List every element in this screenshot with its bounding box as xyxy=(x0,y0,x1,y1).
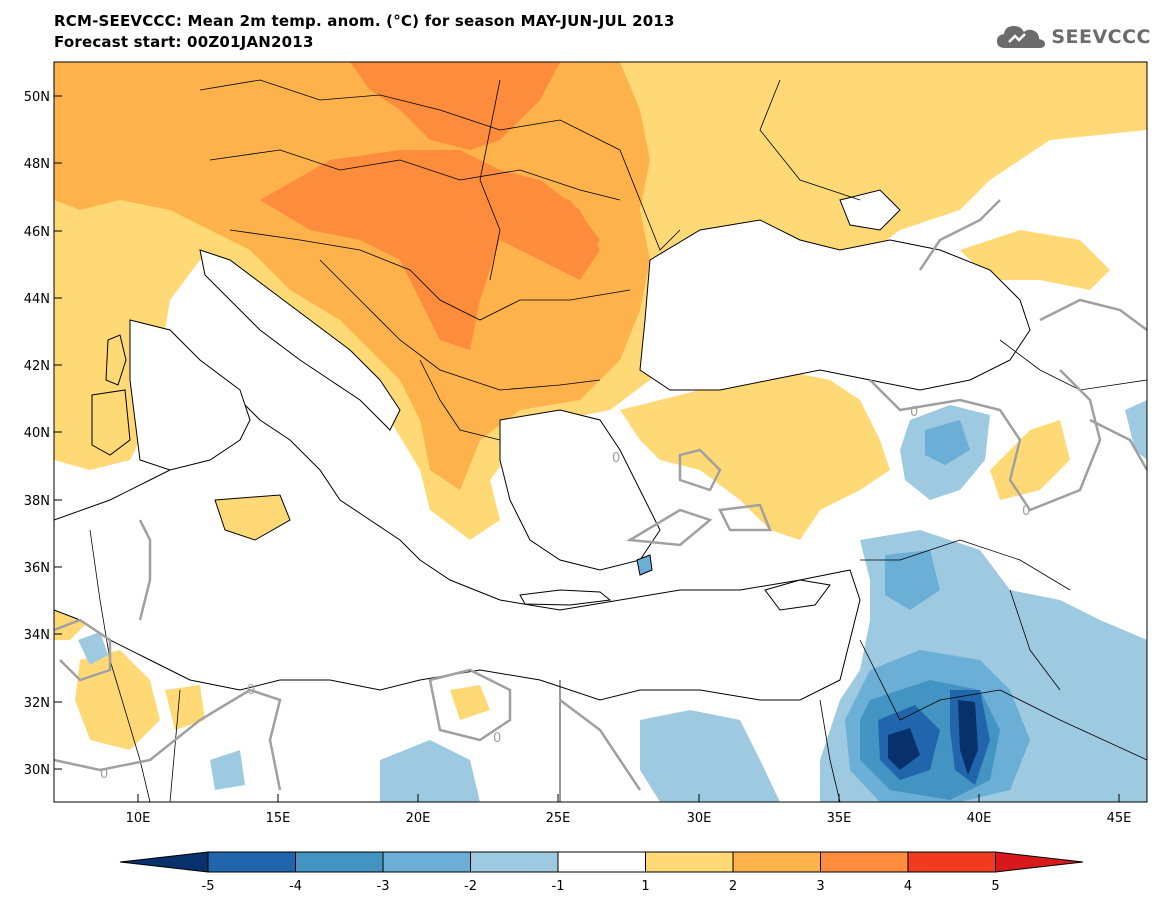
lat-label-50n: 50N xyxy=(24,90,50,105)
lat-label-48n: 48N xyxy=(24,157,50,172)
sea-mediterranean xyxy=(54,399,861,701)
anomaly-region-1-2C-caucasus xyxy=(960,230,1110,290)
lon-label-45e: 45E xyxy=(1107,811,1132,826)
colorbar: -5 -4 -3 -2 -1 1 2 3 4 5 xyxy=(119,851,1084,894)
sea-tyrrhenian xyxy=(129,319,251,471)
contour-label: 0 xyxy=(910,405,918,420)
anomaly-region-minus1-2C-caucasus xyxy=(1125,400,1147,460)
colorbar-label: -1 xyxy=(552,879,565,894)
lon-label-40e: 40E xyxy=(967,811,992,826)
lat-axis: 50N 48N 46N 44N 42N 40N 38N 36N 34N 32N … xyxy=(24,90,62,778)
seevccc-logo: SEEVCCC xyxy=(995,22,1151,52)
colorbar-arrow-right xyxy=(995,852,1083,872)
anomaly-region-minus5C-east xyxy=(958,700,978,775)
lon-label-35e: 35E xyxy=(827,811,852,826)
anomaly-region-minus2-3C-syria xyxy=(885,550,940,610)
colorbar-segment xyxy=(470,852,558,872)
island-sicily xyxy=(214,494,291,541)
lon-label-20e: 20E xyxy=(406,811,431,826)
island-sardinia xyxy=(91,389,131,456)
contour-label: 0 xyxy=(612,451,620,466)
contour-label: 0 xyxy=(493,731,501,746)
contour-label: 0 xyxy=(1022,504,1030,519)
anomaly-region-2-3C xyxy=(54,62,650,490)
island-cyprus xyxy=(764,579,831,611)
colorbar-segment xyxy=(820,852,908,872)
anomaly-region-minus1-2C-libya xyxy=(380,740,480,802)
lon-label-15e: 15E xyxy=(266,811,291,826)
sea-adriatic xyxy=(199,249,401,431)
anomaly-region-1-2C-anatolia xyxy=(620,370,890,540)
map-title: RCM-SEEVCCC: Mean 2m temp. anom. (°C) fo… xyxy=(54,12,675,30)
colorbar-label: 4 xyxy=(904,879,912,894)
contour-label: 0 xyxy=(100,767,108,782)
colorbar-segment xyxy=(645,852,733,872)
anomaly-region-3-4C-north xyxy=(350,62,560,150)
island-corsica xyxy=(105,334,127,386)
colorbar-segment xyxy=(208,852,296,872)
colorbar-segment xyxy=(383,852,471,872)
colorbar-segment xyxy=(558,852,646,872)
island-crete xyxy=(519,589,612,606)
zero-contours xyxy=(54,199,1147,791)
lat-label-42n: 42N xyxy=(24,359,50,374)
lat-label-30n: 30N xyxy=(24,763,50,778)
lon-label-25e: 25E xyxy=(546,811,571,826)
contour-label: 0 xyxy=(247,683,255,698)
colorbar-label: 3 xyxy=(816,879,824,894)
lon-label-30e: 30E xyxy=(687,811,712,826)
colorbar-segment xyxy=(733,852,821,872)
lat-label-36n: 36N xyxy=(24,561,50,576)
sea-azov xyxy=(839,189,901,231)
anomaly-region-minus5C-west xyxy=(888,728,920,770)
lat-label-32n: 32N xyxy=(24,696,50,711)
cloud-icon xyxy=(997,26,1046,48)
anomaly-region-1-2C-cyrenaica xyxy=(450,685,490,720)
colorbar-label: -3 xyxy=(377,879,390,894)
lon-axis: 10E 15E 20E 25E 30E 35E 40E 45E xyxy=(126,794,1132,826)
colorbar-label: -4 xyxy=(289,879,302,894)
colorbar-label: 2 xyxy=(729,879,737,894)
logo-text: SEEVCCC xyxy=(1051,26,1151,48)
colorbar-label: -2 xyxy=(464,879,477,894)
lon-label-10e: 10E xyxy=(126,811,151,826)
colorbar-arrow-left xyxy=(120,852,208,872)
lat-label-40n: 40N xyxy=(24,426,50,441)
lat-label-38n: 38N xyxy=(24,494,50,509)
anomaly-region-minus1-2C-egypt xyxy=(640,710,780,802)
lat-label-44n: 44N xyxy=(24,292,50,307)
colorbar-label: 1 xyxy=(641,879,649,894)
country-borders xyxy=(89,79,1147,802)
anomaly-region-minus2-3C-anatolia xyxy=(925,420,970,465)
colorbar-segment xyxy=(295,852,383,872)
lat-label-34n: 34N xyxy=(24,628,50,643)
anomaly-region-3-4C-pannonia xyxy=(260,150,600,350)
anomaly-region-minus1-2C-algeria xyxy=(78,632,108,665)
colorbar-label: 5 xyxy=(991,879,999,894)
anomaly-region-1-2C-libya xyxy=(165,685,205,730)
lat-label-46n: 46N xyxy=(24,225,50,240)
colorbar-label: -5 xyxy=(202,879,215,894)
forecast-start-label: Forecast start: 00Z01JAN2013 xyxy=(54,33,314,51)
anomaly-field: 0 0 0 0 0 0 xyxy=(54,62,1147,802)
sea-black-sea xyxy=(639,219,1031,391)
anomaly-region-3-4C-east xyxy=(520,190,600,270)
island-rhodes xyxy=(636,554,653,576)
anomaly-region-minus1-2C-sahara xyxy=(210,750,245,790)
colorbar-segment xyxy=(908,852,996,872)
